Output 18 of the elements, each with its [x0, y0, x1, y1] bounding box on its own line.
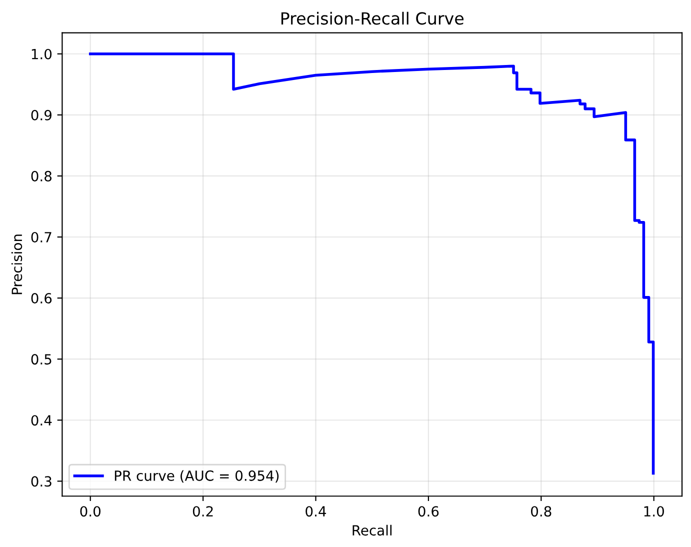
x-tick-label: 1.0	[644, 506, 664, 517]
y-axis-title: Precision	[11, 234, 22, 294]
x-tick-label: 0.2	[192, 506, 213, 517]
x-tick-label: 0.8	[531, 506, 552, 517]
y-tick-label: 0.5	[31, 354, 52, 365]
y-tick-label: 1.0	[32, 48, 52, 60]
chart-title: Precision-Recall Curve	[281, 12, 464, 25]
x-tick-label: 0.0	[80, 506, 100, 517]
y-tick-label: 0.8	[31, 170, 52, 182]
y-tick-label: 0.7	[31, 232, 52, 242]
x-tick-label: 0.6	[418, 506, 439, 517]
y-tick-label: 0.9	[31, 110, 52, 120]
x-axis-title: Recall	[352, 524, 392, 536]
y-tick-label: 0.6	[31, 293, 52, 304]
legend-label: PR curve (AUC = 0.954)	[114, 470, 279, 483]
y-tick-label: 0.3	[31, 476, 52, 487]
y-tick-label: 0.4	[31, 415, 52, 426]
x-tick-label: 0.4	[306, 506, 326, 517]
